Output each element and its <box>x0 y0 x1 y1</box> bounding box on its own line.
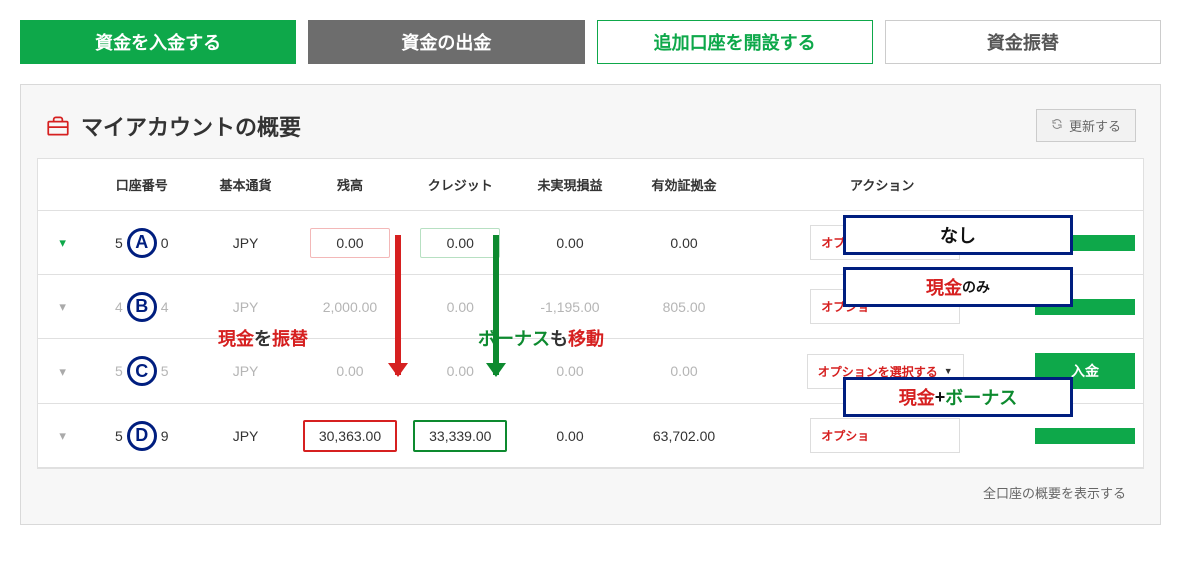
badge-cb-plus: + <box>935 387 946 408</box>
col-margin: 有効証拠金 <box>625 159 744 211</box>
accounts-table-wrap: 口座番号 基本通貨 残高 クレジット 未実現損益 有効証拠金 アクション ▾5A… <box>37 158 1144 469</box>
margin-cell: 0.00 <box>625 211 744 275</box>
currency-cell: JPY <box>196 404 295 468</box>
badge-none-label: なし <box>940 222 976 248</box>
badge-cash-small: のみ <box>962 277 990 297</box>
balance-cell: 0.00 <box>310 228 390 258</box>
margin-cell: 0.00 <box>625 339 744 404</box>
currency-cell: JPY <box>196 339 295 404</box>
account-prefix: 4 <box>115 299 123 315</box>
show-all-accounts-link[interactable]: 全口座の概要を表示する <box>37 469 1144 508</box>
credit-cell: 0.00 <box>405 275 515 339</box>
chevron-down-icon: ▼ <box>944 366 953 376</box>
col-balance: 残高 <box>295 159 405 211</box>
credit-cell: 0.00 <box>405 339 515 404</box>
account-prefix: 5 <box>115 363 123 379</box>
expand-toggle[interactable]: ▾ <box>59 235 66 250</box>
briefcase-icon <box>45 113 71 139</box>
upl-cell: -1,195.00 <box>515 275 624 339</box>
account-prefix: 5 <box>115 428 123 444</box>
open-account-button[interactable]: 追加口座を開設する <box>597 20 873 64</box>
balance-cell: 0.00 <box>295 339 405 404</box>
currency-cell: JPY <box>196 211 295 275</box>
account-suffix: 9 <box>161 428 169 444</box>
accounts-table: 口座番号 基本通貨 残高 クレジット 未実現損益 有効証拠金 アクション ▾5A… <box>38 159 1143 468</box>
transfer-button[interactable]: 資金振替 <box>885 20 1161 64</box>
refresh-label: 更新する <box>1069 116 1121 135</box>
account-letter-badge: B <box>127 292 157 322</box>
balance-cell: 2,000.00 <box>295 275 405 339</box>
expand-toggle[interactable]: ▾ <box>59 299 66 314</box>
expand-toggle[interactable]: ▾ <box>59 364 66 379</box>
badge-cash-bonus: 現金 + ボーナス <box>843 377 1073 417</box>
panel-title-wrap: マイアカウントの概要 <box>45 110 301 142</box>
badge-cash-only: 現金のみ <box>843 267 1073 307</box>
account-suffix: 5 <box>161 363 169 379</box>
action-select[interactable]: オプショ <box>810 418 960 453</box>
account-letter-badge: A <box>127 228 157 258</box>
upl-cell: 0.00 <box>515 339 624 404</box>
account-letter-badge: C <box>127 356 157 386</box>
account-prefix: 5 <box>115 235 123 251</box>
account-suffix: 4 <box>161 299 169 315</box>
badge-cb-red: 現金 <box>899 384 935 410</box>
panel-header: マイアカウントの概要 更新する <box>37 101 1144 158</box>
row-deposit-button[interactable] <box>1035 428 1135 444</box>
expand-toggle[interactable]: ▾ <box>59 428 66 443</box>
withdraw-button[interactable]: 資金の出金 <box>308 20 584 64</box>
currency-cell: JPY <box>196 275 295 339</box>
margin-cell: 805.00 <box>625 275 744 339</box>
upl-cell: 0.00 <box>515 404 624 468</box>
refresh-button[interactable]: 更新する <box>1036 109 1136 142</box>
col-currency: 基本通貨 <box>196 159 295 211</box>
account-overview-panel: マイアカウントの概要 更新する 口座番号 基本通貨 残高 クレジット 未 <box>20 84 1161 525</box>
credit-cell: 0.00 <box>420 228 500 258</box>
account-letter-badge: D <box>127 421 157 451</box>
badge-cb-green: ボーナス <box>945 384 1017 410</box>
col-action: アクション <box>744 159 1021 211</box>
credit-cell: 33,339.00 <box>413 420 507 452</box>
col-upl: 未実現損益 <box>515 159 624 211</box>
col-credit: クレジット <box>405 159 515 211</box>
col-account: 口座番号 <box>87 159 196 211</box>
balance-cell: 30,363.00 <box>303 420 397 452</box>
top-button-bar: 資金を入金する 資金の出金 追加口座を開設する 資金振替 <box>20 20 1161 64</box>
upl-cell: 0.00 <box>515 211 624 275</box>
badge-cash-red: 現金 <box>926 274 962 300</box>
panel-title: マイアカウントの概要 <box>81 110 301 142</box>
account-suffix: 0 <box>161 235 169 251</box>
refresh-icon <box>1051 118 1063 133</box>
badge-none: なし <box>843 215 1073 255</box>
margin-cell: 63,702.00 <box>625 404 744 468</box>
deposit-button[interactable]: 資金を入金する <box>20 20 296 64</box>
